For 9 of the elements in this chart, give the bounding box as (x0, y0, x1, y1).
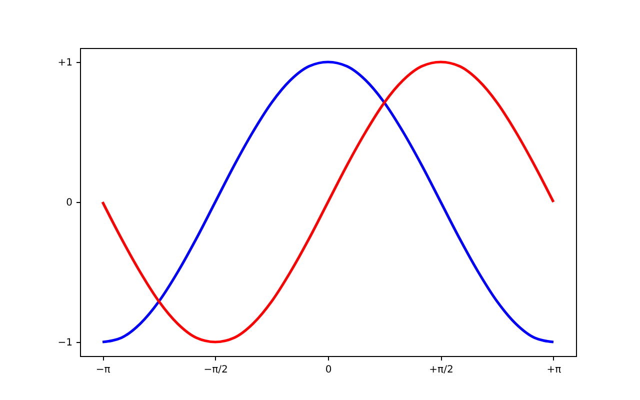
y-tick-label: +1 (58, 58, 72, 68)
y-tick-label: −1 (58, 338, 72, 348)
x-tick-label: +π (546, 364, 562, 376)
x-tick-label: −π (96, 364, 110, 376)
line-series (101, 60, 555, 344)
y-tick-label: 0 (66, 198, 72, 208)
x-tick-label: −π/2 (204, 364, 228, 376)
x-tick-label: +π/2 (429, 364, 454, 376)
x-tick-label: 0 (325, 364, 332, 376)
